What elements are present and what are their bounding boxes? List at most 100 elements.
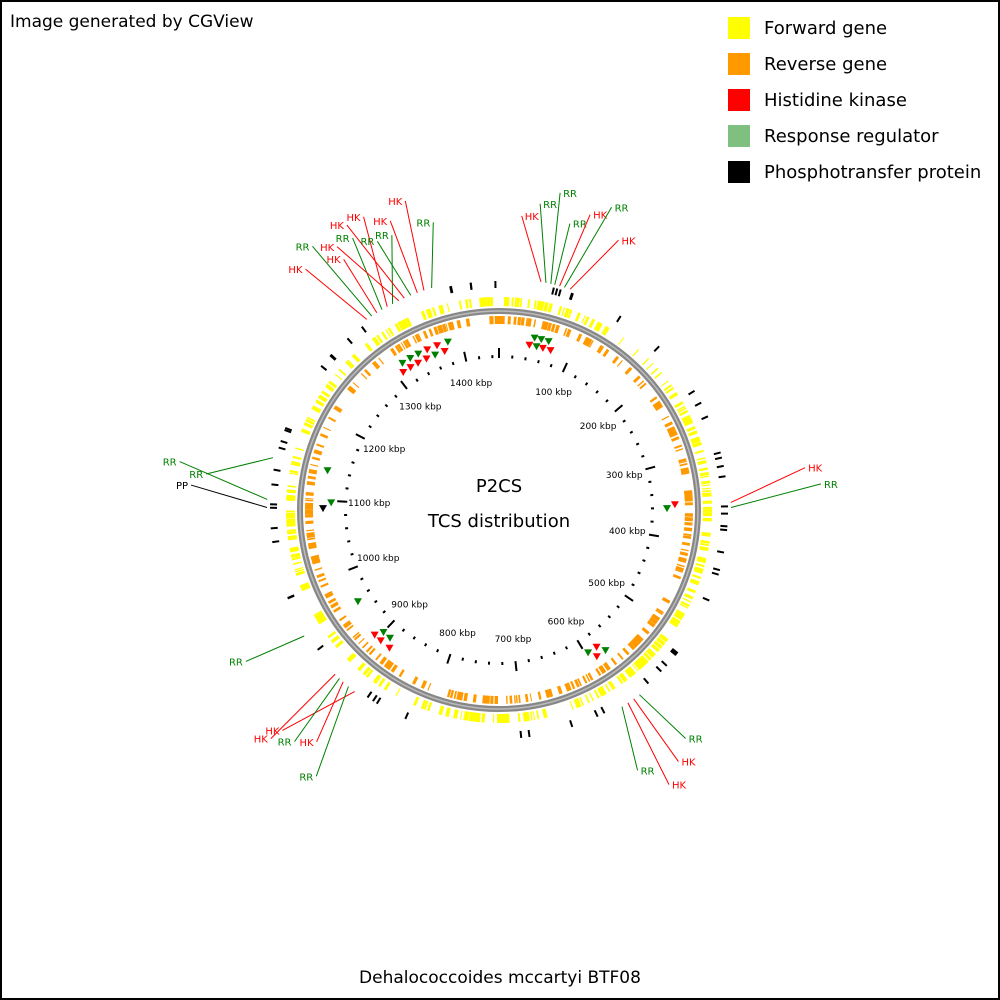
forward-gene-mark xyxy=(306,416,316,423)
outer-feature-mark xyxy=(270,526,278,530)
forward-gene-mark xyxy=(525,711,530,722)
reverse-gene-mark xyxy=(338,615,347,622)
reverse-gene-mark xyxy=(358,637,365,645)
hk-callout-line xyxy=(730,467,806,503)
reverse-gene-mark xyxy=(417,333,422,342)
reverse-gene-mark xyxy=(520,317,523,326)
reverse-gene-mark xyxy=(654,403,663,411)
outer-feature-mark xyxy=(280,439,288,445)
reverse-gene-mark xyxy=(577,678,582,687)
forward-gene-mark xyxy=(301,585,311,592)
forward-gene-mark xyxy=(287,532,297,535)
reverse-gene-mark xyxy=(325,592,334,599)
forward-gene-mark xyxy=(650,644,660,653)
outer-feature-mark xyxy=(671,648,679,654)
ruler-minor-tick xyxy=(637,571,641,575)
forward-gene-mark xyxy=(646,362,654,370)
reverse-gene-mark xyxy=(546,322,552,332)
reverse-gene-mark xyxy=(668,429,678,437)
outer-feature-mark xyxy=(469,282,473,290)
reverse-gene-mark xyxy=(582,336,588,345)
hk-callout-label: HK xyxy=(525,212,540,223)
ruler-minor-tick xyxy=(451,361,455,366)
forward-gene-mark xyxy=(588,318,596,329)
outer-feature-mark xyxy=(551,287,555,295)
forward-gene-mark xyxy=(300,583,310,590)
ruler-minor-tick xyxy=(527,658,531,663)
hk-feature-mark xyxy=(525,341,534,349)
forward-gene-mark xyxy=(688,430,698,437)
rr-callout-label: RR xyxy=(299,772,313,783)
reverse-gene-mark xyxy=(412,335,418,344)
legend-swatch xyxy=(728,125,750,147)
ruler-major-tick xyxy=(355,433,366,440)
forward-gene-mark xyxy=(405,317,413,327)
reverse-gene-mark xyxy=(513,695,516,704)
reverse-gene-mark xyxy=(526,318,531,327)
outer-feature-mark xyxy=(569,292,574,301)
ruler-major-tick xyxy=(337,500,348,503)
forward-gene-mark xyxy=(420,310,427,321)
reverse-gene-mark xyxy=(316,443,325,448)
reverse-gene-mark xyxy=(428,328,434,337)
forward-gene-mark xyxy=(286,520,296,524)
forward-gene-mark xyxy=(696,556,707,562)
ruler-minor-tick xyxy=(646,546,650,550)
legend: Forward gene Reverse gene Histidine kina… xyxy=(728,10,981,190)
forward-gene-mark xyxy=(313,610,323,617)
forward-gene-mark xyxy=(383,681,391,691)
ruler-major-tick xyxy=(614,404,624,413)
forward-gene-mark xyxy=(318,394,328,402)
forward-gene-mark xyxy=(633,661,642,670)
reverse-gene-mark xyxy=(310,463,319,467)
ruler-minor-tick xyxy=(537,359,540,364)
forward-gene-mark xyxy=(387,327,395,337)
forward-gene-mark xyxy=(468,711,473,722)
rr-callout-label: RR xyxy=(641,766,655,777)
hk-feature-mark xyxy=(592,643,601,651)
reverse-gene-mark xyxy=(323,426,331,432)
forward-gene-mark xyxy=(397,321,405,331)
hk-callout-line xyxy=(559,214,591,287)
forward-gene-mark xyxy=(702,489,712,493)
rr-callout-line xyxy=(730,483,822,508)
outer-feature-mark xyxy=(317,644,324,651)
reverse-gene-mark xyxy=(632,637,640,646)
reverse-gene-mark xyxy=(544,689,551,699)
hk-callout-label: HK xyxy=(330,221,345,232)
backbone-ring xyxy=(297,308,701,712)
reverse-gene-mark xyxy=(484,695,488,704)
forward-gene-mark xyxy=(618,337,625,346)
ruler-major-tick xyxy=(514,661,518,672)
forward-gene-mark xyxy=(311,406,321,414)
forward-gene-mark xyxy=(674,610,685,618)
outer-feature-mark xyxy=(688,389,696,396)
reverse-gene-mark xyxy=(456,320,461,329)
hk-callout-line xyxy=(343,258,378,314)
forward-gene-mark xyxy=(346,652,355,661)
forward-gene-mark xyxy=(694,449,704,455)
reverse-gene-mark xyxy=(306,482,315,486)
ruler-minor-tick xyxy=(564,646,569,650)
reverse-gene-mark xyxy=(465,318,471,327)
rr-callout-label: RR xyxy=(615,203,629,214)
outer-feature-mark xyxy=(375,697,382,705)
ruler-tick-label: 500 kbp xyxy=(588,579,625,589)
reverse-gene-mark xyxy=(324,591,333,597)
ruler-minor-tick xyxy=(382,610,386,614)
outer-feature-mark xyxy=(718,475,726,479)
reverse-gene-mark xyxy=(641,627,650,635)
ruler-major-tick xyxy=(463,351,468,362)
forward-gene-mark xyxy=(681,414,691,422)
rr-callout-label: RR xyxy=(360,237,374,248)
outer-feature-mark xyxy=(616,315,622,323)
reverse-gene-mark xyxy=(305,521,314,525)
forward-gene-mark xyxy=(547,303,553,313)
reverse-gene-mark xyxy=(651,613,660,622)
reverse-gene-mark xyxy=(666,426,676,433)
forward-gene-mark xyxy=(699,471,710,477)
reverse-gene-mark xyxy=(445,323,449,332)
forward-gene-mark xyxy=(597,687,605,697)
outer-feature-mark xyxy=(271,483,279,487)
reverse-gene-mark xyxy=(604,662,611,670)
